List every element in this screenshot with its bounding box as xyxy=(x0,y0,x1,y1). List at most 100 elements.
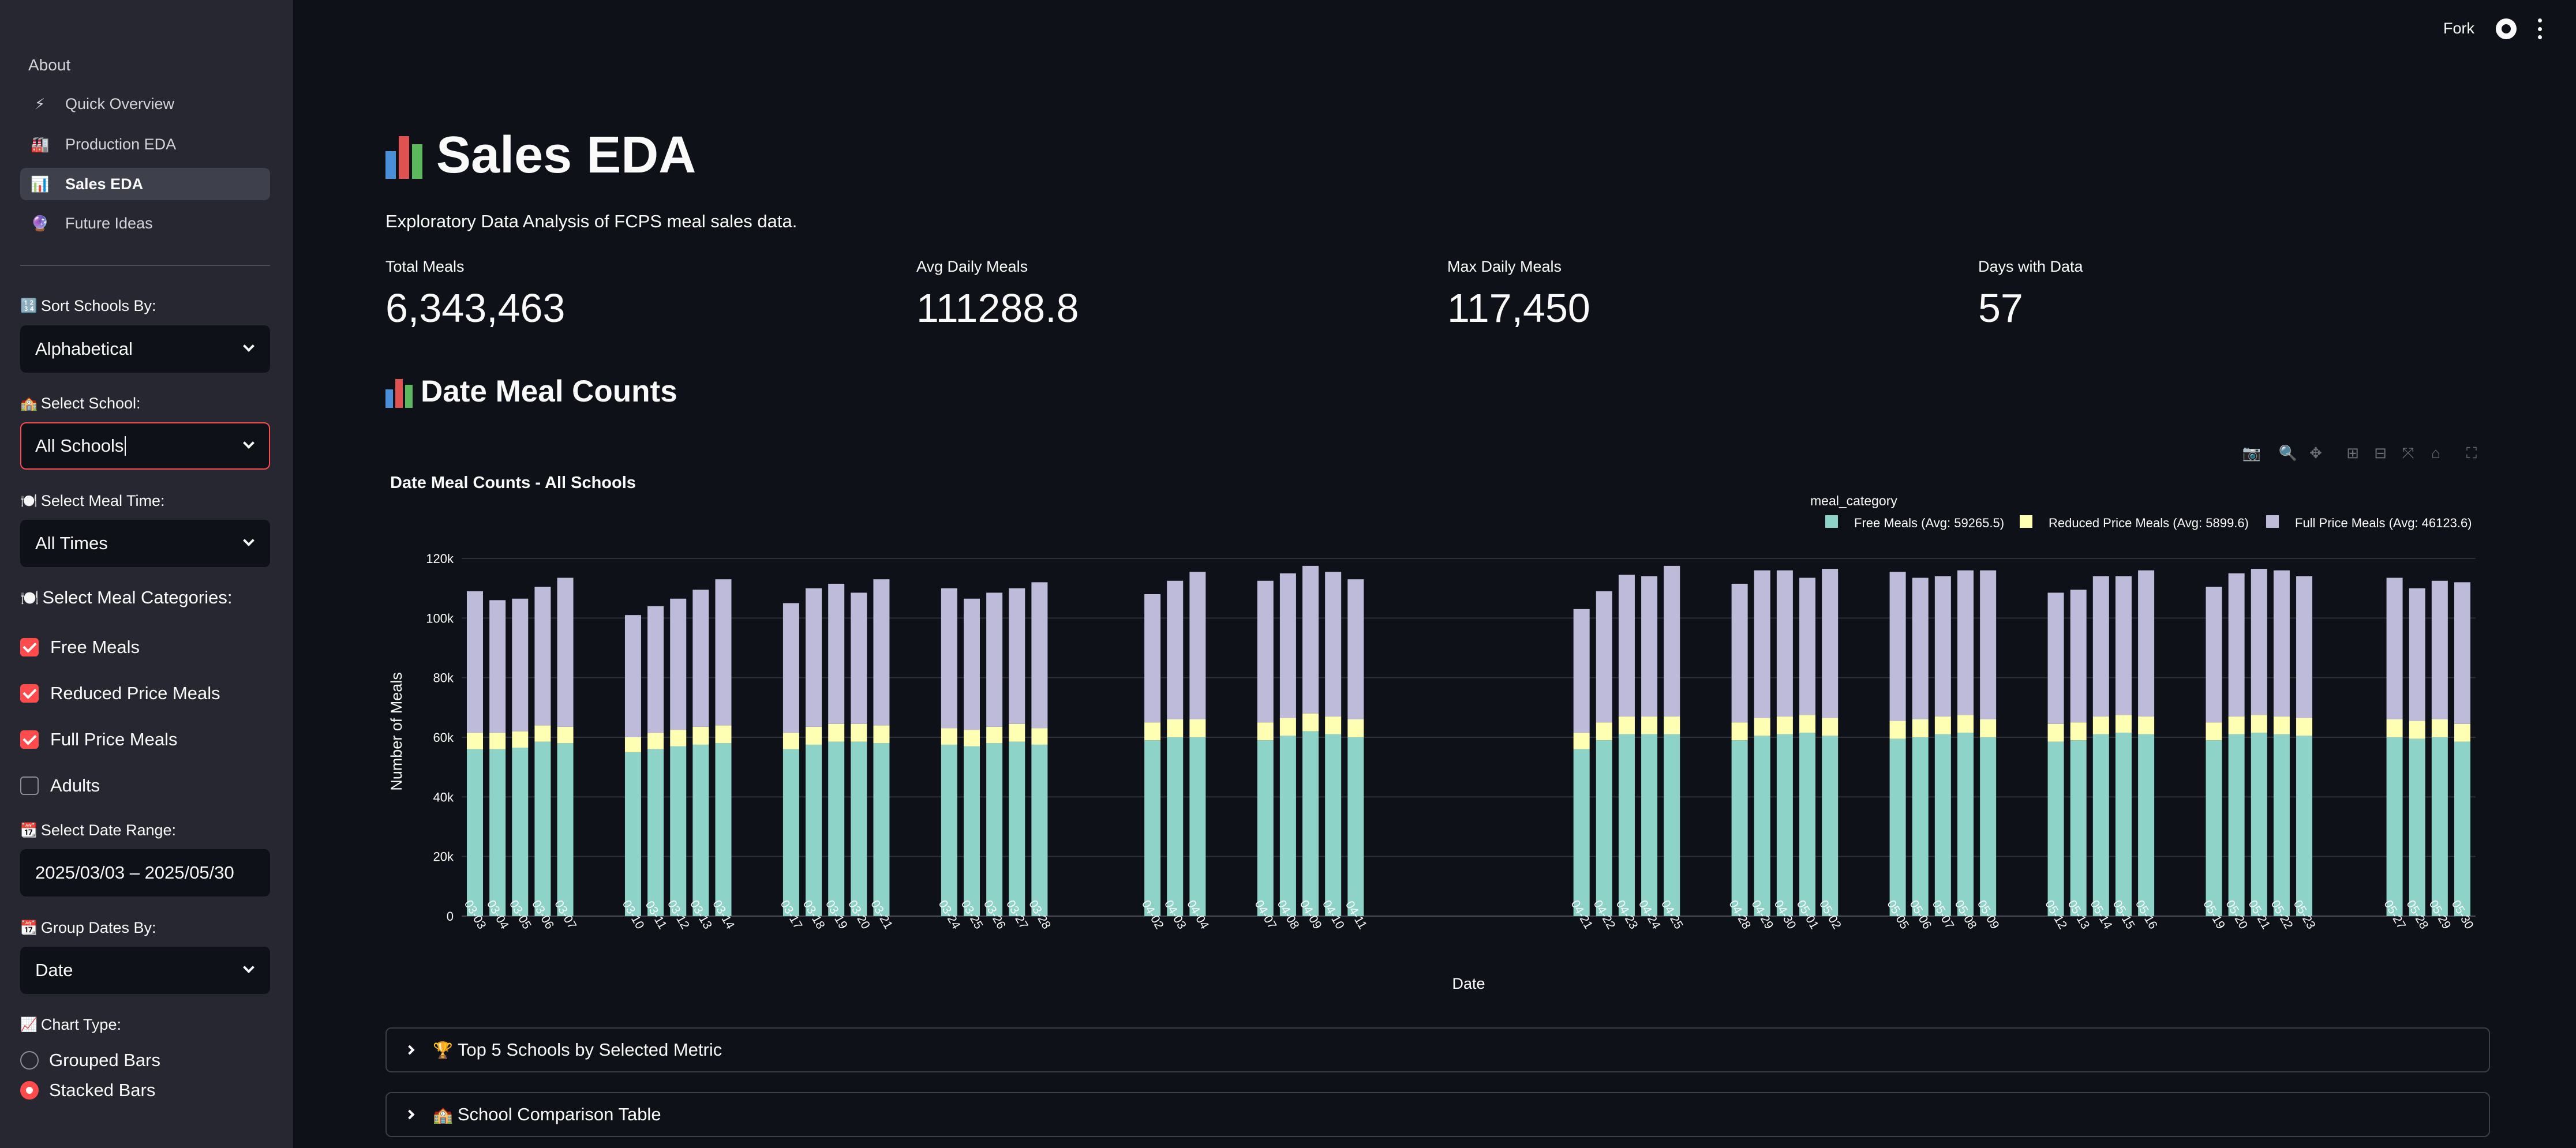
x-tick-label: 04-30 xyxy=(1772,898,1799,931)
bar-full xyxy=(851,592,867,724)
text-cursor xyxy=(125,436,126,456)
checkbox-full-price-meals[interactable]: Full Price Meals xyxy=(20,729,178,750)
bar-free xyxy=(1912,737,1929,916)
metric-label: Avg Daily Meals xyxy=(916,258,1028,275)
x-tick-label: 04-10 xyxy=(1320,898,1347,931)
bar-free xyxy=(2251,733,2267,916)
bar-reduced xyxy=(2296,718,2313,736)
metric-value: 117,450 xyxy=(1447,286,1590,331)
page-subtitle: Exploratory Data Analysis of FCPS meal s… xyxy=(385,211,797,231)
x-tick-label: 05-08 xyxy=(1952,898,1979,931)
chart-bars xyxy=(467,565,2470,916)
bar-full xyxy=(1325,572,1342,716)
nav-item-quick-overview[interactable]: ⚡ Quick Overview xyxy=(20,88,270,120)
bar-free xyxy=(851,741,867,916)
bar-chart-icon: 📊 xyxy=(31,175,50,193)
bar-reduced xyxy=(964,730,980,746)
group-dates-select[interactable]: Date xyxy=(20,947,270,994)
bar-full xyxy=(512,598,529,731)
bar-reduced xyxy=(2431,719,2448,737)
zoom-icon[interactable]: 🔍 xyxy=(2278,444,2298,462)
sort-label: 🔢 Sort Schools By: xyxy=(20,297,156,314)
bar-full xyxy=(806,588,822,727)
zoom-out-icon[interactable]: ⊟ xyxy=(2374,444,2387,462)
metric-value: 6,343,463 xyxy=(385,286,566,331)
x-tick-label: 03-04 xyxy=(484,898,511,931)
sort-select[interactable]: Alphabetical xyxy=(20,325,270,373)
github-icon[interactable] xyxy=(2496,18,2517,39)
x-tick-label: 05-30 xyxy=(2449,898,2476,931)
radio-grouped-bars[interactable]: Grouped Bars xyxy=(20,1050,160,1071)
checkbox-reduced-price-meals[interactable]: Reduced Price Meals xyxy=(20,683,220,704)
bar-full xyxy=(2228,573,2245,716)
bar-reduced xyxy=(1279,718,1296,736)
calendar-icon: 📆 xyxy=(20,920,38,936)
bar-full xyxy=(692,590,709,727)
bar-full xyxy=(1031,582,1048,729)
bar-free xyxy=(806,744,822,916)
legend-swatch xyxy=(2020,515,2032,528)
autoscale-icon[interactable]: ⤧ xyxy=(2402,444,2414,462)
school-select[interactable]: All Schools xyxy=(20,422,270,470)
bar-full xyxy=(2431,580,2448,719)
metric-days-with-data: Days with Data 57 xyxy=(1978,258,2083,331)
checkbox-adults[interactable]: Adults xyxy=(20,775,100,796)
bar-full xyxy=(964,598,980,730)
bar-free xyxy=(1822,736,1839,916)
expander-top-schools[interactable]: 🏆 Top 5 Schools by Selected Metric xyxy=(385,1027,2490,1072)
pan-icon[interactable]: ✥ xyxy=(2309,444,2322,462)
bar-full xyxy=(1347,579,1364,719)
nav-item-label: Quick Overview xyxy=(65,95,175,112)
checkbox-checked-icon xyxy=(20,638,39,656)
x-tick-label: 05-20 xyxy=(2223,898,2250,931)
bar-reduced xyxy=(2454,723,2470,742)
nav-item-future-ideas[interactable]: 🔮 Future Ideas xyxy=(20,207,270,239)
x-tick-label: 03-28 xyxy=(1026,898,1053,931)
date-range-label: 📆 Select Date Range: xyxy=(20,821,177,839)
zoom-in-icon[interactable]: ⊞ xyxy=(2346,444,2359,462)
nav-item-production-eda[interactable]: 🏭 Production EDA xyxy=(20,128,270,160)
date-range-value: 2025/03/03 – 2025/05/30 xyxy=(35,862,234,883)
bar-free xyxy=(1302,731,1319,916)
bar-reduced xyxy=(1980,719,1997,737)
fork-link[interactable]: Fork xyxy=(2443,20,2474,37)
home-icon[interactable]: ⌂ xyxy=(2431,444,2440,462)
bar-free xyxy=(873,743,890,916)
bar-reduced xyxy=(986,726,1003,744)
bar-full xyxy=(2409,588,2425,721)
meal-categories-label: 🍽️ Select Meal Categories: xyxy=(20,587,233,607)
meal-time-select[interactable]: All Times xyxy=(20,520,270,567)
bar-reduced xyxy=(1912,719,1929,737)
bar-free xyxy=(2070,740,2087,916)
date-range-input[interactable]: 2025/03/03 – 2025/05/30 xyxy=(20,849,270,896)
x-tick-label: 05-23 xyxy=(2291,898,2318,931)
nav-item-sales-eda[interactable]: 📊 Sales EDA xyxy=(20,168,270,200)
x-tick-label: 03-17 xyxy=(778,898,805,931)
bar-full xyxy=(1799,577,1816,715)
sidebar: About ⚡ Quick Overview 🏭 Production EDA … xyxy=(0,0,293,1148)
radio-stacked-bars[interactable]: Stacked Bars xyxy=(20,1080,155,1101)
bar-reduced xyxy=(1799,715,1816,733)
x-tick-label: 04-23 xyxy=(1613,898,1641,931)
bar-reduced xyxy=(1573,733,1590,749)
bar-reduced xyxy=(851,723,867,742)
legend-swatch xyxy=(2266,515,2279,528)
x-tick-label: 04-22 xyxy=(1591,898,1618,931)
bar-reduced xyxy=(2228,716,2245,734)
bar-free xyxy=(1980,737,1997,916)
expander-school-comparison[interactable]: 🏫 School Comparison Table xyxy=(385,1092,2490,1137)
more-menu-icon[interactable] xyxy=(2537,18,2543,39)
bar-full xyxy=(782,603,799,733)
bar-reduced xyxy=(1325,716,1342,734)
checkbox-free-meals[interactable]: Free Meals xyxy=(20,637,140,658)
bar-free xyxy=(2047,741,2064,916)
bar-free xyxy=(2206,740,2222,916)
bar-free xyxy=(1573,749,1590,916)
bar-free xyxy=(1776,734,1793,916)
fullscreen-icon[interactable]: ⛶ xyxy=(2466,444,2477,462)
bar-free xyxy=(534,741,551,916)
camera-icon[interactable]: 📷 xyxy=(2242,444,2262,462)
x-tick-label: 05-06 xyxy=(1907,898,1934,931)
x-tick-label: 04-21 xyxy=(1568,898,1595,931)
bar-full xyxy=(941,588,957,729)
